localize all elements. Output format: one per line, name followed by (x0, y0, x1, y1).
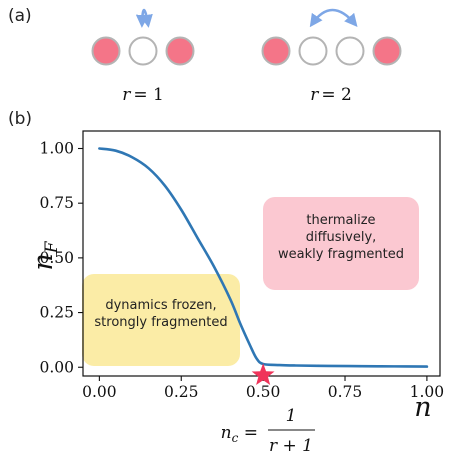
panel-b-label: (b) (8, 109, 32, 129)
occupied-site (372, 36, 402, 66)
x-tick-label: 0.25 (164, 383, 199, 401)
site-config-2: r = 2 (261, 8, 402, 105)
occupied-site (165, 36, 195, 66)
y-tick-label: 1.00 (39, 140, 74, 158)
hopping-arrow-icon (135, 8, 153, 28)
occupied-site (261, 36, 291, 66)
formula-numerator: 1 (286, 406, 297, 426)
empty-site (128, 36, 158, 66)
x-tick-label: 0.75 (328, 383, 363, 401)
hopping-arrow-icon (309, 8, 358, 28)
x-tick-label: 0.50 (246, 383, 281, 401)
site-config-1: r = 1 (91, 8, 195, 105)
x-axis-label: n (414, 392, 431, 423)
empty-site (335, 36, 365, 66)
region-boxes: dynamics frozen, strongly fragmented therm… (82, 197, 419, 366)
series-line-nF (98, 147, 429, 368)
x-tick-label: 1.00 (410, 383, 445, 401)
occupied-site (91, 36, 121, 66)
region-box-text: thermalize (306, 213, 375, 228)
x-axis-ticks: 0.00 0.25 0.50 0.75 1.00 (82, 376, 444, 401)
y-tick-label: 0.00 (39, 358, 74, 376)
config-label: r = 1 (122, 85, 164, 105)
panel-a-label: (a) (8, 6, 32, 26)
critical-point-star-marker (251, 363, 275, 385)
region-box-bg (82, 274, 240, 366)
y-tick-label: 0.25 (39, 304, 74, 322)
critical-density-formula: nc = 1 r + 1 (221, 406, 315, 456)
y-axis-ticks: 0.00 0.25 0.50 0.75 1.00 (39, 140, 83, 376)
y-tick-label: 0.50 (39, 249, 74, 267)
region-box-1: dynamics frozen, strongly fragmented (82, 274, 240, 366)
y-axis-label: nF (28, 240, 62, 270)
formula-denominator: r + 1 (269, 436, 313, 456)
y-tick-label: 0.75 (39, 194, 74, 212)
fragmentation-chart: dynamics frozen, strongly fragmented therm… (28, 130, 444, 456)
region-box-bg (263, 197, 419, 290)
region-box-text: diffusively, (306, 230, 377, 245)
region-box-text: dynamics frozen, (105, 298, 216, 313)
region-box-2: thermalize diffusively, weakly fragmented (263, 197, 419, 290)
empty-site (298, 36, 328, 66)
config-label: r = 2 (310, 85, 352, 105)
region-box-text: weakly fragmented (278, 247, 404, 262)
panel-a-configs: r = 1 r = 2 (91, 8, 402, 105)
x-tick-label: 0.00 (82, 383, 117, 401)
region-box-text: strongly fragmented (94, 315, 227, 330)
svg-text:nc =: nc = (221, 423, 258, 445)
